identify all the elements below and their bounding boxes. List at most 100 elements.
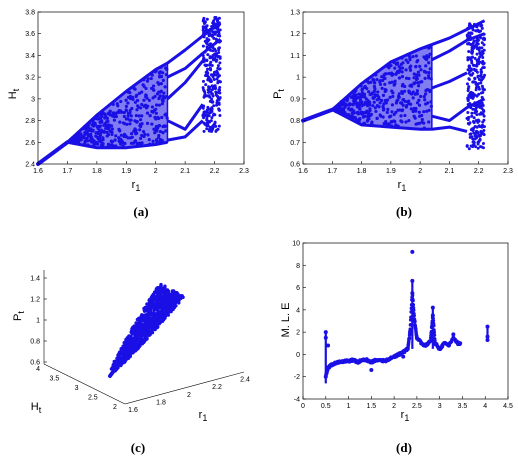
data-point: [149, 76, 153, 81]
data-point: [138, 324, 143, 328]
data-point: [157, 103, 162, 107]
data-point: [139, 125, 143, 129]
data-point: [210, 107, 214, 111]
data-point: [155, 126, 160, 130]
outlier-point: [485, 334, 490, 339]
data-point: [208, 56, 212, 60]
data-point: [425, 88, 429, 92]
panel-b: 1.6 1.7 1.8 1.9 2 2.1 2.2 2.3 0.6 0.7 0.8 0.9 1 1.1 1.…: [272, 10, 513, 220]
data-point: [374, 109, 378, 114]
data-point: [202, 129, 206, 133]
x-tick-label: 1.5: [366, 403, 376, 410]
data-point: [177, 299, 181, 303]
data-point: [467, 103, 471, 107]
data-point: [414, 65, 418, 69]
data-point: [210, 92, 214, 96]
data-point: [479, 24, 483, 28]
data-point: [133, 119, 137, 123]
data-point: [142, 331, 147, 336]
data-point: [481, 90, 485, 94]
data-point: [156, 292, 160, 297]
data-point: [213, 120, 217, 124]
data-point: [480, 41, 484, 45]
x-tick-label: 4: [483, 403, 487, 410]
data-point: [216, 66, 220, 70]
data-point: [428, 339, 433, 344]
data-point: [140, 141, 144, 145]
data-point: [368, 107, 372, 111]
x-tick-label: 2.3: [239, 168, 249, 175]
data-point: [133, 100, 138, 104]
outlier-point: [485, 337, 490, 342]
data-point: [467, 115, 471, 119]
data-point: [481, 55, 485, 59]
data-point: [208, 48, 212, 52]
data-point: [98, 139, 102, 143]
data-point: [151, 139, 155, 143]
data-point: [482, 48, 486, 52]
data-point: [360, 104, 364, 108]
data-point: [476, 28, 480, 32]
data-point: [213, 16, 217, 20]
data-point: [351, 358, 356, 362]
x-tick-label: 1.6: [33, 168, 43, 175]
data-point: [433, 341, 438, 346]
data-point: [79, 132, 83, 136]
data-point: [106, 142, 111, 146]
data-point: [401, 350, 406, 355]
data-point: [97, 136, 102, 140]
data-point: [399, 119, 403, 123]
data-point: [404, 120, 408, 124]
data-point: [164, 129, 168, 133]
data-point: [218, 80, 222, 84]
data-point: [218, 28, 222, 32]
data-point: [88, 132, 92, 137]
data-point: [468, 37, 472, 41]
data-point: [474, 44, 478, 48]
panel-c-axes: [43, 270, 245, 405]
panel-c-ticks: 0.6 0.8 1 1.2 1.4 4 3.5 3 2.5 2 1.6 1.8 2 2.2 2.4: [30, 276, 250, 415]
data-point: [411, 90, 415, 94]
data-point: [208, 66, 212, 70]
data-point: [384, 119, 388, 124]
data-point: [164, 295, 168, 300]
data-point: [156, 115, 160, 120]
data-point: [354, 97, 358, 101]
data-point: [349, 95, 353, 99]
data-point: [155, 296, 160, 300]
data-point: [212, 36, 216, 40]
data-point: [173, 301, 177, 306]
data-point: [474, 129, 478, 133]
data-point: [479, 112, 483, 116]
x-tick-label: 2: [187, 392, 191, 399]
data-point: [123, 346, 127, 350]
data-point: [108, 113, 112, 117]
data-point: [385, 110, 389, 115]
data-point: [482, 32, 486, 36]
data-point: [141, 337, 145, 342]
data-point: [140, 313, 144, 317]
data-point: [162, 124, 167, 128]
panel-c-plot: [108, 282, 185, 378]
data-point: [482, 125, 486, 129]
data-point: [165, 67, 169, 71]
data-point: [429, 77, 433, 81]
data-point: [124, 117, 129, 121]
data-point: [406, 100, 410, 104]
data-point: [479, 81, 483, 85]
data-point: [424, 57, 429, 62]
data-point: [469, 90, 473, 94]
data-point: [408, 330, 413, 335]
data-point: [202, 111, 206, 115]
panel-c-x-axis: [124, 371, 245, 405]
data-point: [201, 57, 205, 61]
data-point: [133, 139, 138, 143]
x-tick-label: 2: [418, 168, 422, 175]
data-point: [472, 116, 476, 120]
data-point: [479, 70, 483, 74]
data-point: [202, 88, 206, 92]
data-point: [427, 120, 431, 124]
data-point: [428, 52, 432, 56]
data-point: [113, 138, 117, 142]
data-point: [155, 312, 159, 316]
